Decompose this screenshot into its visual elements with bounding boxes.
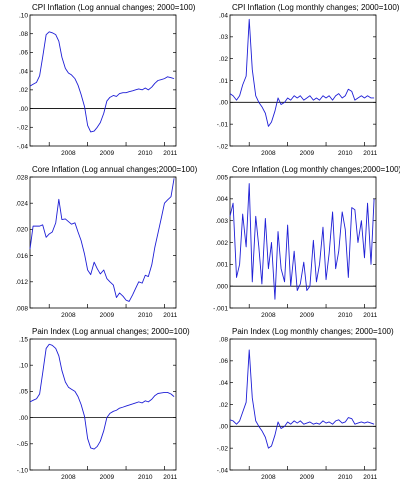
y-tick-label: -.04 bbox=[217, 467, 229, 474]
x-tick-label: 2011 bbox=[163, 474, 177, 481]
y-tick-label: .03 bbox=[219, 34, 228, 41]
x-tick-label: 2010 bbox=[138, 474, 153, 481]
y-tick-label: .01 bbox=[219, 78, 228, 85]
x-tick-label: 2011 bbox=[363, 312, 377, 319]
x-tick-label: 2008 bbox=[261, 312, 276, 319]
y-tick-label: .06 bbox=[19, 50, 28, 57]
y-tick-label: .08 bbox=[19, 31, 28, 38]
y-tick-label: .02 bbox=[219, 402, 228, 409]
chart-title: Pain Index (Log monthly changes; 2000=10… bbox=[232, 327, 394, 336]
series-line bbox=[229, 183, 375, 300]
y-tick-label: -.001 bbox=[213, 305, 228, 312]
x-tick-label: 2011 bbox=[363, 474, 377, 481]
chart-panel: Pain Index (Log monthly changes; 2000=10… bbox=[200, 324, 400, 486]
y-tick-label: .002 bbox=[215, 240, 228, 247]
y-tick-label: .04 bbox=[219, 380, 228, 387]
y-tick-label: .02 bbox=[219, 56, 228, 63]
plot-frame bbox=[29, 176, 177, 309]
y-tick-label: -.02 bbox=[217, 143, 229, 150]
plot-frame bbox=[29, 338, 177, 471]
plot-frame bbox=[29, 14, 177, 147]
series-line bbox=[29, 343, 175, 450]
series-line bbox=[229, 349, 375, 449]
y-tick-label: .05 bbox=[19, 389, 28, 396]
chart-title: CPI Inflation (Log monthly changes; 2000… bbox=[232, 3, 400, 12]
chart-title: Core Inflation (Log annual changes;2000=… bbox=[32, 165, 198, 174]
x-tick-label: 2011 bbox=[163, 312, 177, 319]
line-chart: Core Inflation (Log annual changes;2000=… bbox=[15, 165, 198, 319]
chart-title: Core Inflation (Log monthly changes;2000… bbox=[232, 165, 400, 174]
series-line bbox=[229, 18, 375, 127]
line-chart: CPI Inflation (Log monthly changes; 2000… bbox=[217, 3, 400, 157]
chart-panel: Core Inflation (Log monthly changes;2000… bbox=[200, 162, 400, 324]
chart-panel: CPI Inflation (Log monthly changes; 2000… bbox=[200, 0, 400, 162]
x-tick-label: 2008 bbox=[61, 312, 76, 319]
x-tick-label: 2008 bbox=[61, 474, 76, 481]
x-tick-label: 2009 bbox=[300, 150, 315, 157]
x-tick-label: 2011 bbox=[363, 150, 377, 157]
x-tick-label: 2009 bbox=[100, 150, 115, 157]
y-tick-label: .020 bbox=[15, 227, 28, 234]
chart-title: CPI Inflation (Log annual changes; 2000=… bbox=[32, 3, 196, 12]
y-tick-label: .00 bbox=[19, 415, 28, 422]
x-tick-label: 2010 bbox=[338, 312, 353, 319]
y-tick-label: -.02 bbox=[17, 125, 29, 132]
x-tick-label: 2008 bbox=[261, 150, 276, 157]
y-tick-label: -.01 bbox=[217, 121, 229, 128]
x-tick-label: 2011 bbox=[163, 150, 177, 157]
chart-panel: Core Inflation (Log annual changes;2000=… bbox=[0, 162, 200, 324]
x-tick-label: 2009 bbox=[300, 474, 315, 481]
x-tick-label: 2010 bbox=[338, 474, 353, 481]
y-tick-label: .028 bbox=[15, 174, 28, 181]
x-tick-label: 2010 bbox=[338, 150, 353, 157]
y-tick-label: .04 bbox=[219, 12, 228, 19]
y-tick-label: .004 bbox=[215, 196, 228, 203]
line-chart: Pain Index (Log annual changes; 2000=100… bbox=[17, 327, 190, 481]
y-tick-label: .012 bbox=[15, 279, 28, 286]
y-tick-label: .000 bbox=[215, 283, 228, 290]
x-tick-label: 2010 bbox=[138, 312, 153, 319]
x-tick-label: 2008 bbox=[61, 150, 76, 157]
y-tick-label: .024 bbox=[15, 201, 28, 208]
series-line bbox=[29, 31, 175, 133]
y-tick-label: .00 bbox=[19, 106, 28, 113]
x-tick-label: 2008 bbox=[261, 474, 276, 481]
y-tick-label: .008 bbox=[15, 305, 28, 312]
x-tick-label: 2009 bbox=[300, 312, 315, 319]
y-tick-label: .10 bbox=[19, 363, 28, 370]
y-tick-label: .001 bbox=[215, 262, 228, 269]
y-tick-label: .003 bbox=[215, 218, 228, 225]
line-chart: Core Inflation (Log monthly changes;2000… bbox=[213, 165, 400, 319]
y-tick-label: .08 bbox=[219, 336, 228, 343]
chart-panel: CPI Inflation (Log annual changes; 2000=… bbox=[0, 0, 200, 162]
chart-panel: Pain Index (Log annual changes; 2000=100… bbox=[0, 324, 200, 486]
y-tick-label: .005 bbox=[215, 174, 228, 181]
chart-title: Pain Index (Log annual changes; 2000=100… bbox=[32, 327, 190, 336]
series-line bbox=[29, 178, 175, 302]
y-tick-label: .02 bbox=[19, 87, 28, 94]
y-tick-label: -.02 bbox=[217, 445, 229, 452]
y-tick-label: .016 bbox=[15, 253, 28, 260]
plot-frame bbox=[229, 176, 377, 309]
plot-frame bbox=[229, 338, 377, 471]
plot-frame bbox=[229, 14, 377, 147]
y-tick-label: .00 bbox=[219, 424, 228, 431]
y-tick-label: -.04 bbox=[17, 143, 29, 150]
x-tick-label: 2009 bbox=[100, 312, 115, 319]
y-tick-label: .10 bbox=[19, 12, 28, 19]
line-chart: CPI Inflation (Log annual changes; 2000=… bbox=[17, 3, 196, 157]
line-chart: Pain Index (Log monthly changes; 2000=10… bbox=[217, 327, 394, 481]
x-tick-label: 2010 bbox=[138, 150, 153, 157]
y-tick-label: .06 bbox=[219, 358, 228, 365]
y-tick-label: .15 bbox=[19, 336, 28, 343]
y-tick-label: .04 bbox=[19, 68, 28, 75]
y-tick-label: .00 bbox=[219, 100, 228, 107]
x-tick-label: 2009 bbox=[100, 474, 115, 481]
y-tick-label: -.05 bbox=[17, 441, 29, 448]
y-tick-label: -.10 bbox=[17, 467, 29, 474]
